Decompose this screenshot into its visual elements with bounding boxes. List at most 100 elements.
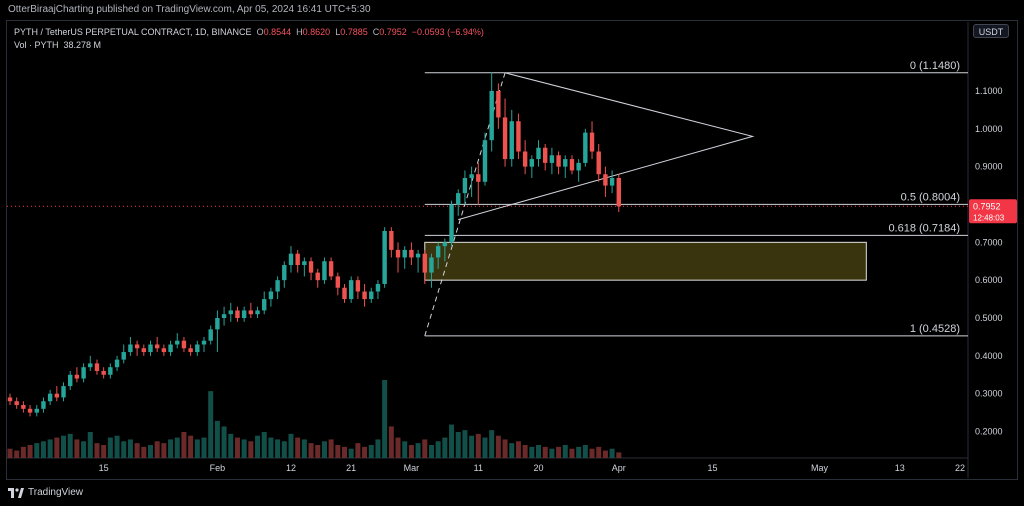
- symmetrical-triangle[interactable]: [458, 72, 755, 221]
- candle-body: [41, 401, 46, 409]
- candle-body: [335, 276, 341, 288]
- candle-body: [549, 155, 555, 163]
- volume-bar: [181, 432, 187, 458]
- candle-body: [348, 280, 354, 300]
- volume-bar: [375, 439, 381, 458]
- candle-body: [175, 340, 180, 345]
- volume-bar: [67, 433, 73, 458]
- volume-bar: [54, 437, 60, 458]
- candle-body: [315, 272, 320, 281]
- candle-body: [342, 287, 347, 300]
- tradingview-brand[interactable]: TradingView: [8, 487, 83, 498]
- candle-body: [47, 393, 53, 402]
- candle-body: [181, 340, 187, 349]
- candle-body: [168, 344, 173, 353]
- candle-body: [235, 310, 240, 318]
- volume-bar: [241, 439, 247, 458]
- candle-body: [476, 174, 481, 182]
- candle-body: [228, 310, 233, 315]
- candle-body: [295, 253, 300, 266]
- volume-bar: [114, 435, 120, 458]
- volume-bar: [154, 441, 160, 458]
- volume-bar: [402, 441, 408, 458]
- candle-body: [469, 174, 474, 178]
- time-tick-label: 21: [346, 463, 356, 473]
- candle-body: [54, 393, 60, 398]
- volume-bar: [589, 448, 595, 458]
- price-tick-label: 0.3000: [975, 389, 1003, 399]
- candle-body: [415, 253, 421, 258]
- candle-body: [161, 348, 167, 353]
- candle-body: [435, 246, 441, 258]
- volume-bar: [275, 439, 281, 458]
- currency-button[interactable]: USDT: [973, 24, 1009, 38]
- volume-bar: [509, 443, 515, 458]
- legend-close: 0.7952: [379, 27, 407, 37]
- volume-bar: [315, 445, 321, 458]
- candle-body: [134, 344, 140, 349]
- candle-body: [603, 174, 608, 186]
- candle-body: [241, 310, 247, 318]
- current-price-tag: [969, 199, 1017, 224]
- candle-body: [268, 291, 274, 300]
- time-tick-label: 11: [474, 463, 483, 473]
- volume-bar: [616, 452, 622, 458]
- volume-bar: [549, 448, 555, 458]
- volume-bar: [469, 435, 475, 458]
- volume-bar: [449, 424, 455, 458]
- volume-bar: [107, 437, 113, 458]
- volume-bar: [382, 380, 388, 458]
- volume-bar: [134, 443, 140, 458]
- candle-body: [108, 367, 113, 375]
- price-tick-label: 0.6000: [975, 275, 1003, 285]
- candle-body: [509, 121, 514, 160]
- candle-body: [221, 314, 227, 318]
- symbol-legend: PYTH / TetherUS PERPETUAL CONTRACT, 1D, …: [14, 27, 484, 37]
- candle-body: [536, 147, 541, 160]
- volume-bar: [569, 448, 575, 458]
- volume-bar: [141, 446, 147, 458]
- volume-bar: [121, 441, 127, 458]
- candle-body: [188, 348, 193, 353]
- candle-body: [255, 310, 260, 315]
- candle-body: [7, 397, 13, 402]
- volume-bar: [295, 437, 301, 458]
- volume-bar: [576, 446, 582, 458]
- legend-change: −0.0593 (−6.94%): [411, 27, 484, 37]
- volume-bar: [301, 439, 307, 458]
- volume-bar: [14, 450, 20, 458]
- fib-level-label: 0.5 (0.8004): [901, 191, 960, 203]
- volume-bar: [281, 441, 287, 458]
- fib-level-label: 0.618 (0.7184): [888, 222, 960, 234]
- candle-body: [262, 299, 267, 311]
- fib-level-label: 1 (0.4528): [910, 323, 960, 335]
- candle-body: [61, 386, 66, 398]
- candle-body: [395, 249, 401, 258]
- candle-body: [362, 291, 367, 300]
- volume-bar: [221, 426, 227, 458]
- candle-body: [502, 117, 508, 160]
- candle-body: [576, 162, 581, 171]
- volume-bar: [268, 437, 274, 458]
- candle-body: [422, 253, 427, 273]
- supply-zone-box[interactable]: [424, 241, 867, 281]
- volume-bar: [428, 445, 434, 458]
- candle-body: [389, 230, 394, 250]
- legend-symbol: PYTH / TetherUS PERPETUAL CONTRACT, 1D, …: [14, 27, 252, 37]
- legend-high-label: H: [296, 27, 303, 37]
- candle-body: [114, 359, 120, 368]
- candle-body: [34, 408, 39, 413]
- legend-high: 0.8620: [302, 27, 331, 37]
- candle-body: [141, 348, 146, 353]
- volume-bar: [342, 446, 347, 458]
- volume-bar: [442, 437, 448, 458]
- candle-body: [489, 90, 494, 141]
- candle-body: [569, 159, 575, 171]
- candle-body: [522, 151, 528, 167]
- volume-bar: [94, 443, 100, 458]
- candle-body: [516, 121, 521, 152]
- volume-bar: [127, 439, 133, 458]
- volume-bar: [562, 445, 568, 458]
- brand-name: TradingView: [28, 487, 84, 498]
